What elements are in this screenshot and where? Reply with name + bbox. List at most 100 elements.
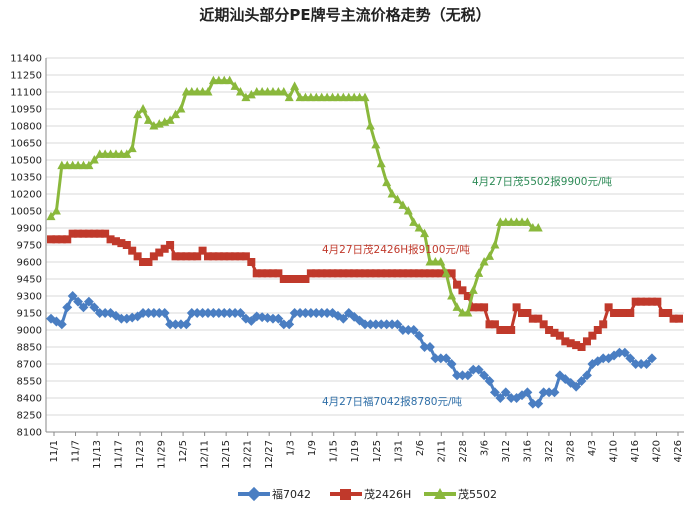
data-point (376, 158, 386, 168)
data-point (420, 228, 430, 238)
data-point (479, 257, 489, 266)
data-point (317, 269, 326, 278)
data-point (447, 269, 456, 278)
y-tick-label: 8100 (17, 428, 42, 439)
data-point (419, 342, 430, 352)
y-tick-label: 9750 (17, 241, 42, 252)
data-point (159, 308, 170, 318)
data-point (225, 75, 235, 85)
legend-item-mao2426h: 茂2426H (330, 487, 411, 501)
data-point (490, 320, 499, 329)
data-point (144, 258, 153, 266)
data-point (664, 309, 673, 317)
y-tick-label: 10350 (10, 173, 42, 184)
data-point (577, 343, 586, 351)
data-point (598, 353, 609, 364)
data-point (566, 339, 575, 348)
y-tick-label: 9150 (17, 309, 42, 320)
x-tick-label: 12/15 (221, 440, 232, 469)
data-point (355, 269, 364, 278)
series-2 (46, 75, 543, 317)
x-tick-label: 4/16 (630, 440, 641, 462)
y-tick-label: 10500 (10, 156, 42, 167)
data-point (328, 269, 337, 278)
data-point (106, 235, 115, 244)
x-tick-label: 12/11 (200, 440, 211, 469)
legend-label-fu7042: 福7042 (272, 487, 311, 501)
data-point (197, 308, 208, 318)
y-tick-label: 8850 (17, 343, 42, 354)
data-point (181, 319, 192, 330)
data-point (143, 115, 153, 124)
x-tick-label: 2/11 (436, 440, 447, 462)
y-tick-label: 11250 (10, 71, 42, 82)
data-point (236, 252, 245, 261)
data-point (268, 313, 278, 324)
data-point (235, 87, 245, 96)
data-point (204, 252, 212, 261)
data-point (176, 104, 186, 113)
data-point (246, 315, 257, 326)
y-tick-label: 10800 (10, 122, 42, 133)
data-point (462, 370, 473, 381)
data-point (170, 319, 181, 330)
data-point (501, 326, 510, 334)
data-point (496, 326, 505, 334)
data-point (528, 314, 537, 323)
data-point (599, 320, 608, 329)
data-point (630, 359, 641, 369)
series-0 (46, 291, 657, 409)
y-tick-label: 8250 (17, 411, 42, 422)
data-point (361, 269, 369, 278)
data-point (637, 297, 646, 306)
data-point (290, 275, 299, 283)
data-point (247, 258, 256, 266)
data-point (430, 353, 441, 364)
data-point (101, 229, 110, 238)
data-point (111, 237, 120, 246)
data-point (408, 325, 419, 335)
data-point (138, 104, 148, 113)
data-point (555, 331, 564, 340)
data-point (301, 275, 310, 283)
data-point (415, 269, 424, 278)
annotation-mao2426h: 4月27日茂2426H报9100元/吨 (322, 243, 470, 256)
data-point (365, 121, 375, 130)
data-point (571, 381, 582, 392)
data-point (241, 252, 250, 261)
data-point (305, 308, 316, 318)
data-point (193, 252, 202, 261)
data-point (446, 359, 457, 369)
data-point (289, 308, 300, 318)
data-point (274, 269, 283, 278)
data-point (382, 269, 391, 278)
x-tick-label: 3/22 (544, 440, 555, 462)
data-point (610, 309, 619, 317)
data-point (495, 393, 506, 403)
data-point (90, 229, 99, 238)
y-tick-label: 9600 (17, 258, 42, 269)
data-point (155, 248, 164, 257)
data-point (139, 258, 148, 266)
data-point (371, 269, 380, 278)
x-tick-label: 12/27 (264, 440, 275, 469)
data-point (138, 308, 148, 318)
data-point (203, 308, 213, 318)
data-point (403, 206, 413, 215)
y-tick-label: 10200 (10, 190, 42, 201)
data-point (588, 331, 597, 340)
data-point (647, 297, 656, 306)
data-point (166, 241, 175, 249)
data-point (527, 398, 538, 409)
data-point (468, 364, 479, 375)
data-point (458, 286, 467, 295)
data-point (278, 319, 289, 330)
data-point (371, 139, 381, 149)
legend-item-fu7042: 福7042 (238, 486, 311, 502)
legend-label-mao2426h: 茂2426H (364, 487, 411, 501)
y-tick-label: 10950 (10, 105, 42, 116)
data-point (403, 325, 414, 335)
data-point (480, 303, 489, 312)
x-tick-label: 4/26 (673, 440, 684, 462)
